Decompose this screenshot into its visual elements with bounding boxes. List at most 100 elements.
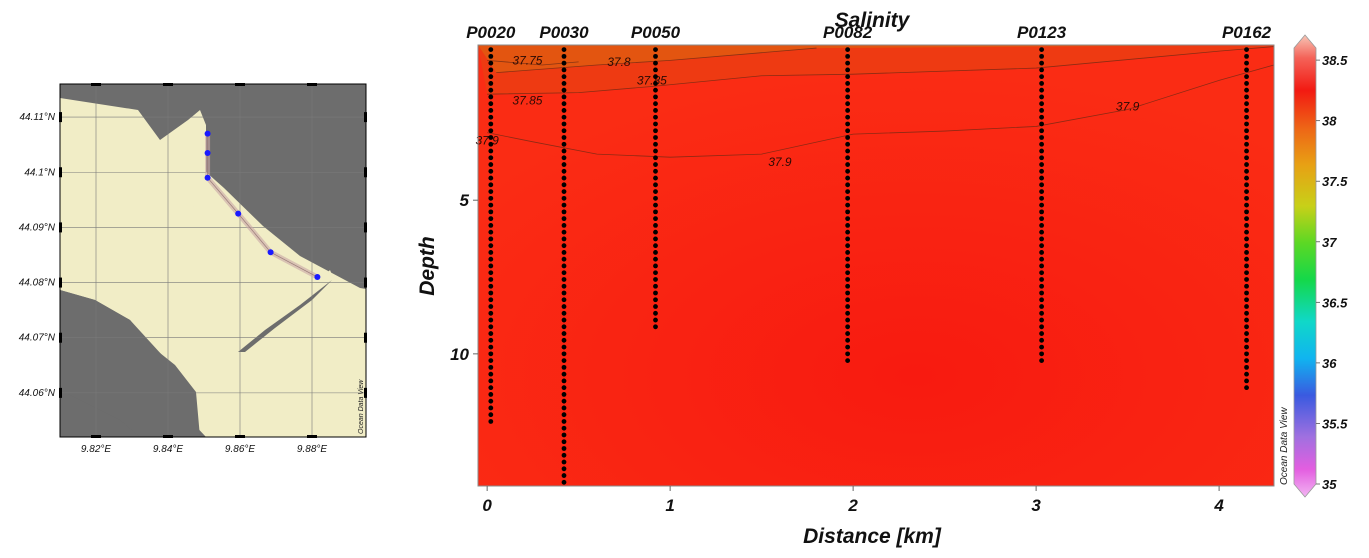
sample-dot (561, 344, 567, 350)
sample-dot (488, 283, 494, 289)
sample-dot (845, 67, 851, 73)
map-lat-labels: 44.11°N 44.1°N 44.09°N 44.08°N 44.07°N 44.06°… (19, 112, 56, 399)
sample-dot (845, 60, 851, 66)
sample-dot (845, 229, 851, 235)
sample-dot (1244, 148, 1249, 154)
sample-dot (653, 128, 658, 134)
sample-dot (1039, 67, 1045, 73)
sample-dot (653, 277, 658, 282)
sample-dot (1244, 155, 1249, 161)
sample-dot (488, 182, 494, 188)
sample-dot (845, 243, 851, 249)
sample-dot (561, 222, 567, 228)
contour-label: 37.9 (475, 133, 499, 147)
map-lat-tick-label: 44.09°N (19, 222, 56, 233)
station-track (205, 133, 319, 280)
map-lat-tick-label: 44.07°N (19, 333, 56, 344)
sample-dot (561, 331, 567, 336)
sample-dot (845, 202, 851, 208)
contour-line-37-85 (487, 46, 1274, 95)
sample-dot (653, 250, 658, 255)
sample-dot (1244, 101, 1249, 107)
sample-dot (1244, 304, 1249, 309)
sample-dot (1244, 47, 1249, 53)
sample-dot (1039, 256, 1045, 262)
sample-dot (561, 419, 567, 424)
sample-dot (488, 135, 494, 140)
sample-dot (561, 358, 567, 364)
frame-tick (91, 83, 101, 86)
sample-dot (1244, 270, 1249, 276)
sample-dot (653, 162, 658, 167)
sample-dot (1039, 290, 1045, 296)
sample-dot (561, 108, 567, 113)
contour-label: 37.9 (768, 155, 792, 169)
sample-dot (653, 155, 658, 161)
x-tick-label: 1 (665, 496, 674, 515)
sample-dot (653, 189, 658, 194)
sample-dot (488, 250, 494, 255)
sample-dot (1039, 358, 1045, 364)
sample-dot (1244, 60, 1249, 66)
sample-dot (561, 74, 567, 80)
sample-dot (653, 148, 658, 154)
sample-dot (561, 290, 567, 296)
sample-dot (845, 135, 851, 140)
sample-dot (1039, 135, 1045, 140)
sample-dot (561, 87, 567, 93)
land-polygon (238, 270, 335, 352)
sample-dot (561, 270, 567, 276)
station-map: 44.11°N 44.1°N 44.09°N 44.08°N 44.07°N 44.06°… (19, 83, 367, 455)
sample-dot (1244, 324, 1249, 330)
sample-dot (561, 425, 567, 431)
station-label: P0020 (466, 23, 516, 42)
sample-dot (845, 283, 851, 289)
sample-dot (845, 148, 851, 154)
sample-dot (488, 364, 494, 370)
sample-dot (653, 256, 658, 262)
sample-dot (845, 155, 851, 161)
sample-dot (488, 337, 494, 343)
sample-dot (845, 182, 851, 188)
sample-dot (653, 135, 658, 140)
frame-tick (364, 387, 367, 398)
sample-dot (1039, 162, 1045, 167)
frame-tick (307, 435, 317, 438)
sample-dot (1244, 277, 1249, 282)
x-tick-label: 3 (1031, 496, 1041, 515)
map-station-point (267, 249, 274, 256)
sample-dot (845, 256, 851, 262)
sample-dot (561, 256, 567, 262)
sample-dot (653, 141, 658, 147)
sample-dot (1039, 94, 1045, 100)
sample-dot (488, 310, 494, 316)
sample-dot (1244, 202, 1249, 208)
sample-dot (845, 290, 851, 296)
sample-dot (653, 310, 658, 316)
sample-dot (845, 121, 851, 127)
station-profile-P0030 (561, 47, 567, 485)
sample-dot (845, 344, 851, 350)
station-profile-P0162 (1244, 47, 1249, 391)
sample-dot (561, 243, 567, 249)
map-stations (204, 130, 321, 281)
sample-dot (561, 473, 567, 478)
map-frame-ticks (59, 83, 367, 438)
sample-dot (845, 337, 851, 343)
sample-dot (845, 81, 851, 86)
sample-dot (488, 87, 494, 93)
sample-dot (845, 351, 851, 357)
sample-dot (653, 182, 658, 188)
colorbar-watermark: Ocean Data View (1279, 407, 1290, 485)
y-tick-label: 10 (450, 345, 469, 364)
sample-dot (1244, 256, 1249, 262)
sample-dot (488, 236, 494, 242)
sample-dot (1244, 53, 1249, 59)
sample-dot (1244, 182, 1249, 188)
frame-tick (59, 222, 62, 233)
sample-dot (845, 168, 851, 174)
sample-dot (1244, 222, 1249, 228)
sample-dot (1039, 47, 1045, 53)
sample-dot (561, 202, 567, 208)
map-station-point (235, 210, 242, 217)
